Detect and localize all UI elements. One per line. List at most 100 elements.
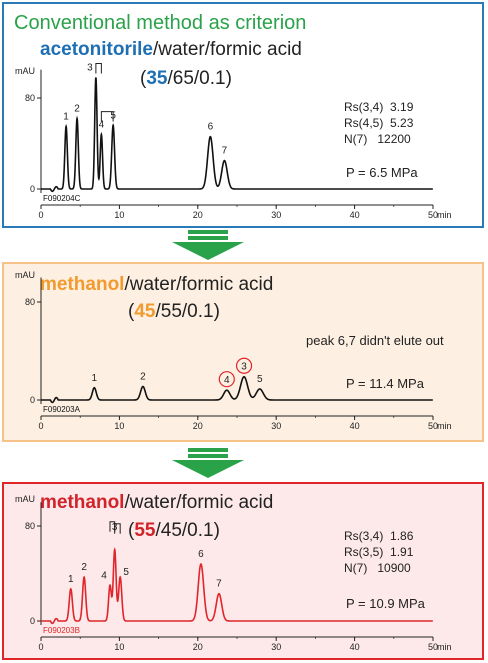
ratio-open: ( — [128, 520, 135, 541]
x-tick-label: 20 — [193, 421, 203, 431]
stat-value: 5.23 — [390, 116, 414, 130]
stat-row: N(7) 12200 — [344, 131, 413, 147]
mobile-phase-ratio: (35/65/0.1) — [140, 68, 232, 90]
peak-label: 4 — [99, 119, 105, 130]
x-tick-label: 30 — [271, 210, 281, 220]
ratio-open: ( — [140, 68, 147, 89]
ratio-open: ( — [128, 301, 135, 322]
x-tick-label: 20 — [193, 210, 203, 220]
peak-label: 5 — [257, 374, 263, 385]
y-tick-label: 80 — [25, 521, 35, 531]
solvent-rest: /water/formic acid — [124, 274, 274, 295]
pressure-label: P = 11.4 MPa — [346, 376, 424, 391]
peak-label: 7 — [222, 146, 228, 157]
stat-value: 1.91 — [390, 545, 414, 559]
down-arrow-icon — [172, 230, 244, 260]
sample-id: F090203B — [43, 626, 80, 635]
resolution-bracket — [100, 111, 114, 122]
x-axis-unit: min — [437, 210, 452, 220]
panel-methanol-55: methanol/water/formic acid (55/45/0.1) 0… — [2, 482, 484, 660]
x-tick-label: 10 — [114, 421, 124, 431]
stat-value: 1.86 — [390, 529, 414, 543]
x-tick-label: 0 — [38, 210, 43, 220]
mobile-phase-title: methanol/water/formic acid — [40, 492, 273, 514]
x-tick-label: 30 — [271, 421, 281, 431]
peak-label: 5 — [123, 567, 129, 578]
x-tick-label: 40 — [350, 210, 360, 220]
y-tick-label: 80 — [25, 297, 35, 307]
x-tick-label: 50 — [428, 642, 438, 652]
solvent-name: acetonitorile — [40, 39, 153, 60]
y-tick-label: 80 — [25, 93, 35, 103]
x-tick-label: 50 — [428, 421, 438, 431]
x-axis-unit: min — [437, 642, 452, 652]
y-axis-unit: mAU — [15, 270, 35, 280]
solvent-rest: /water/formic acid — [124, 492, 274, 513]
ratio-highlight: 55 — [134, 520, 156, 541]
ratio-highlight: 35 — [146, 68, 168, 89]
x-tick-label: 10 — [114, 210, 124, 220]
y-axis-unit: mAU — [15, 66, 35, 76]
sample-id: F090204C — [43, 194, 81, 203]
ratio-rest: /45/0.1) — [155, 520, 220, 541]
peak-label: 2 — [140, 372, 146, 383]
ratio-highlight: 45 — [134, 301, 156, 322]
panel-methanol-45: methanol/water/formic acid (45/55/0.1) 0… — [2, 262, 484, 442]
y-tick-label: 0 — [30, 395, 35, 405]
stat-row: Rs(4,5) 5.23 — [344, 115, 413, 131]
peak-label: 4 — [101, 570, 107, 581]
trace-line — [41, 375, 433, 404]
x-axis-unit: min — [437, 421, 452, 431]
stat-label: Rs(4,5) — [344, 116, 384, 130]
stat-label: Rs(3,4) — [344, 100, 384, 114]
sample-id: F090203A — [43, 405, 81, 414]
stat-label: N(7) — [344, 132, 368, 146]
stat-label: Rs(3,5) — [344, 545, 384, 559]
solvent-name: methanol — [40, 492, 125, 513]
stat-row: Rs(3,4) 1.86 — [344, 528, 413, 544]
down-arrow-icon — [172, 448, 244, 478]
ratio-rest: /55/0.1) — [155, 301, 220, 322]
mobile-phase-title: methanol/water/formic acid — [40, 274, 273, 296]
x-tick-label: 10 — [114, 642, 124, 652]
peak-circle — [235, 357, 253, 374]
x-tick-label: 0 — [38, 421, 43, 431]
peak-circle — [218, 371, 235, 388]
peak-label: 3 — [87, 63, 93, 74]
stats-block: Rs(3,4) 3.19 Rs(4,5) 5.23 N(7) 12200 — [344, 99, 413, 147]
x-tick-label: 50 — [428, 210, 438, 220]
stat-value: 10900 — [377, 561, 411, 575]
stat-value: 12200 — [377, 132, 411, 146]
mobile-phase-title: acetonitorile/water/formic acid — [40, 39, 302, 61]
peak-label: 2 — [74, 103, 80, 114]
panel-caption: Conventional method as criterion — [14, 12, 307, 34]
stat-row: Rs(3,4) 3.19 — [344, 99, 413, 115]
stat-label: Rs(3,4) — [344, 529, 384, 543]
pressure-label: P = 6.5 MPa — [346, 165, 418, 180]
mobile-phase-ratio: (45/55/0.1) — [128, 301, 220, 323]
peak-label: 1 — [63, 111, 69, 122]
resolution-bracket — [114, 523, 121, 534]
trace-line — [41, 77, 433, 193]
trace-line — [41, 547, 433, 625]
y-tick-label: 0 — [30, 616, 35, 626]
peak-label: 4 — [224, 375, 230, 386]
resolution-bracket — [95, 63, 102, 74]
x-tick-label: 30 — [271, 642, 281, 652]
x-tick-label: 0 — [38, 642, 43, 652]
peak-label: 1 — [92, 373, 98, 384]
x-tick-label: 40 — [350, 642, 360, 652]
y-tick-label: 0 — [30, 184, 35, 194]
peak-label: 6 — [208, 122, 214, 133]
stat-row: Rs(3,5) 1.91 — [344, 544, 413, 560]
pressure-label: P = 10.9 MPa — [346, 596, 425, 611]
ratio-rest: /65/0.1) — [167, 68, 232, 89]
peak-label: 1 — [68, 574, 74, 585]
stats-block: Rs(3,4) 1.86 Rs(3,5) 1.91 N(7) 10900 — [344, 528, 413, 576]
stat-row: N(7) 10900 — [344, 560, 413, 576]
panel-acetonitrile: Conventional method as criterion acetoni… — [2, 2, 484, 228]
x-tick-label: 20 — [193, 642, 203, 652]
